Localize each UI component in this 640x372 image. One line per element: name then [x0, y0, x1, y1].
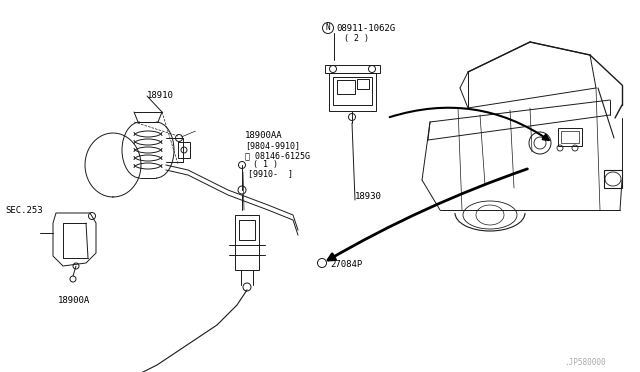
- Text: N: N: [326, 23, 330, 32]
- Text: [9804-9910]: [9804-9910]: [245, 141, 300, 150]
- Text: Ⓑ 08146-6125G: Ⓑ 08146-6125G: [245, 151, 310, 160]
- Text: 18930: 18930: [355, 192, 382, 201]
- Bar: [333, 77, 372, 105]
- Text: 18910: 18910: [147, 91, 174, 100]
- Text: .JP580000: .JP580000: [564, 358, 605, 367]
- Bar: [561, 131, 579, 143]
- Bar: [357, 79, 369, 89]
- Bar: [325, 65, 380, 73]
- Bar: [178, 142, 190, 158]
- Bar: [558, 128, 582, 146]
- Bar: [604, 170, 622, 188]
- Text: 08911-1062G: 08911-1062G: [336, 24, 395, 33]
- Text: ( 1 ): ( 1 ): [253, 160, 278, 169]
- Bar: [239, 220, 255, 240]
- Text: 27084P: 27084P: [330, 260, 362, 269]
- Bar: [329, 73, 376, 111]
- Text: SEC.253: SEC.253: [5, 206, 43, 215]
- Text: 18900AA: 18900AA: [245, 131, 283, 140]
- Text: [9910-  ]: [9910- ]: [248, 169, 293, 178]
- Bar: [337, 80, 355, 94]
- Text: ( 2 ): ( 2 ): [344, 34, 369, 43]
- Text: 18900A: 18900A: [58, 296, 90, 305]
- Bar: [235, 215, 259, 270]
